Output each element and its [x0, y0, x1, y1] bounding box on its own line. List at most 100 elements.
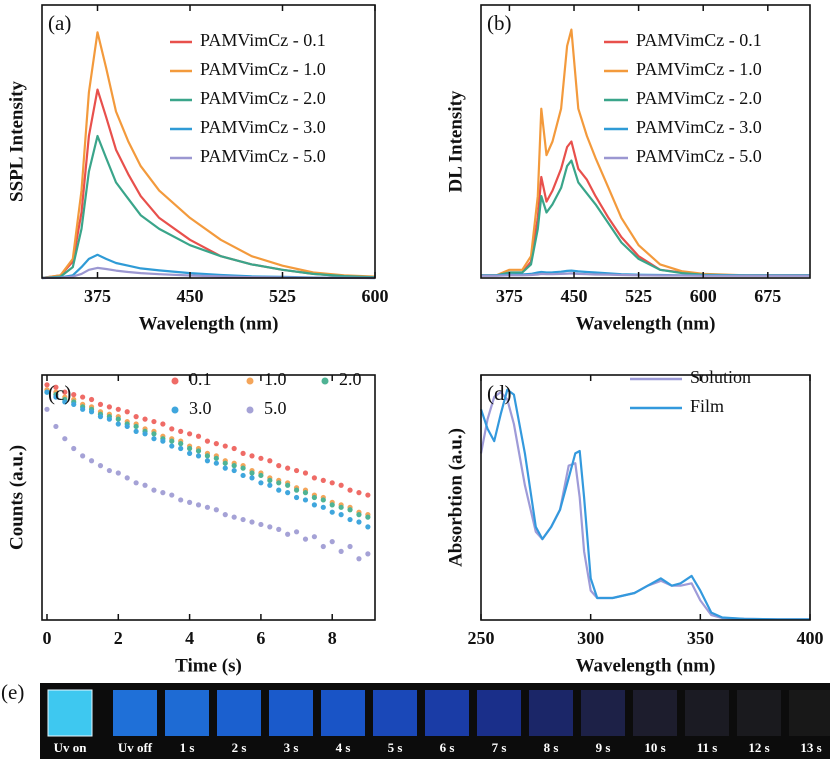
- point: [151, 431, 157, 437]
- plot-frame: [480, 374, 811, 621]
- point: [213, 441, 219, 447]
- point: [222, 512, 228, 518]
- x-axis-title: Time (s): [175, 655, 242, 676]
- point: [293, 529, 300, 535]
- sample-label: 4 s: [336, 740, 351, 755]
- point: [258, 480, 264, 486]
- point: [213, 460, 219, 466]
- sample-label: 6 s: [440, 740, 455, 755]
- plot-frame: [41, 374, 376, 621]
- point: [356, 490, 362, 496]
- point: [97, 401, 104, 407]
- legend-marker: [171, 377, 179, 385]
- sample-square: [425, 690, 469, 736]
- point: [124, 475, 130, 481]
- legend-label: PAMVimCz - 1.0: [200, 59, 326, 79]
- sample-square: [581, 690, 625, 736]
- x-tick-label: 450: [561, 286, 588, 306]
- point: [222, 460, 228, 466]
- point: [302, 490, 309, 496]
- point: [329, 480, 335, 486]
- sample-label: 10 s: [644, 740, 665, 755]
- point: [71, 445, 77, 452]
- point: [53, 384, 59, 390]
- point: [293, 487, 300, 493]
- legend-label: PAMVimCz - 3.0: [200, 117, 326, 137]
- point: [44, 382, 50, 388]
- point: [222, 443, 228, 449]
- point: [213, 507, 219, 513]
- legend-label: PAMVimCz - 0.1: [636, 30, 762, 50]
- y-axis-title: Absorbtion (a.u.): [445, 428, 466, 567]
- panel-label: (b): [487, 11, 512, 35]
- point: [204, 438, 211, 444]
- point: [320, 543, 326, 550]
- x-tick-label: 675: [754, 286, 781, 306]
- point: [240, 450, 246, 456]
- legend-label: PAMVimCz - 5.0: [200, 146, 326, 166]
- legend-marker: [321, 377, 329, 385]
- sample-square: [321, 690, 365, 736]
- x-tick-label: 375: [84, 286, 111, 306]
- point: [115, 421, 121, 427]
- plot-frame: [480, 4, 811, 279]
- sample-square: [165, 690, 209, 736]
- legend-label: Solution: [690, 367, 751, 387]
- x-tick-label: 6: [256, 628, 265, 648]
- point: [347, 516, 353, 523]
- point: [97, 463, 104, 469]
- point: [178, 497, 184, 503]
- legend-label: 0.1: [189, 369, 212, 389]
- point: [365, 514, 371, 520]
- point: [356, 519, 362, 525]
- point: [106, 404, 112, 410]
- legend-label: 5.0: [264, 398, 287, 418]
- point: [195, 502, 202, 508]
- point: [204, 453, 211, 459]
- sample-label: 9 s: [596, 740, 611, 755]
- sample-label: 2 s: [232, 740, 247, 755]
- point: [53, 394, 59, 400]
- point: [276, 526, 282, 532]
- point: [338, 504, 344, 510]
- point: [329, 539, 335, 545]
- point: [293, 467, 300, 474]
- point: [124, 409, 130, 415]
- point: [187, 431, 193, 437]
- point: [62, 436, 68, 442]
- plot-frame: [41, 4, 376, 279]
- point: [311, 494, 317, 501]
- point: [267, 524, 273, 530]
- panel-label: (c): [48, 381, 71, 405]
- sample-square: [529, 690, 573, 736]
- point: [222, 465, 228, 471]
- point: [106, 416, 112, 422]
- line: [41, 134, 376, 280]
- point: [285, 465, 291, 471]
- point: [133, 480, 139, 486]
- point: [356, 556, 362, 562]
- point: [62, 399, 68, 405]
- point: [115, 470, 121, 476]
- x-axis-title: Wavelength (nm): [576, 313, 716, 334]
- point: [195, 433, 202, 439]
- sample-square: [685, 690, 729, 736]
- x-tick-label: 8: [328, 628, 337, 648]
- legend-marker: [246, 377, 254, 385]
- point: [311, 502, 317, 508]
- point: [133, 423, 139, 430]
- sample-label: Uv off: [118, 740, 153, 755]
- point: [240, 465, 246, 471]
- point: [231, 445, 237, 452]
- line: [479, 388, 810, 621]
- legend-marker: [246, 406, 254, 414]
- x-tick-label: 600: [362, 286, 389, 306]
- point: [160, 490, 166, 496]
- sample-label: 7 s: [492, 740, 507, 755]
- sample-square: [269, 690, 313, 736]
- x-tick-label: 300: [577, 628, 604, 648]
- point: [124, 423, 130, 430]
- point: [347, 487, 353, 493]
- point: [160, 438, 166, 444]
